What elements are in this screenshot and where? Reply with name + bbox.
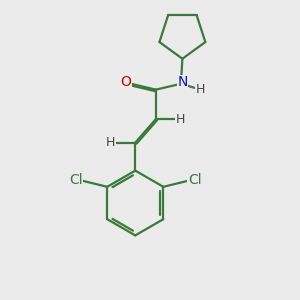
Text: Cl: Cl xyxy=(69,173,82,187)
Text: O: O xyxy=(120,75,131,89)
Text: N: N xyxy=(177,75,188,89)
Text: H: H xyxy=(195,83,205,96)
Text: H: H xyxy=(106,136,116,149)
Text: Cl: Cl xyxy=(188,173,202,187)
Text: H: H xyxy=(176,112,185,126)
